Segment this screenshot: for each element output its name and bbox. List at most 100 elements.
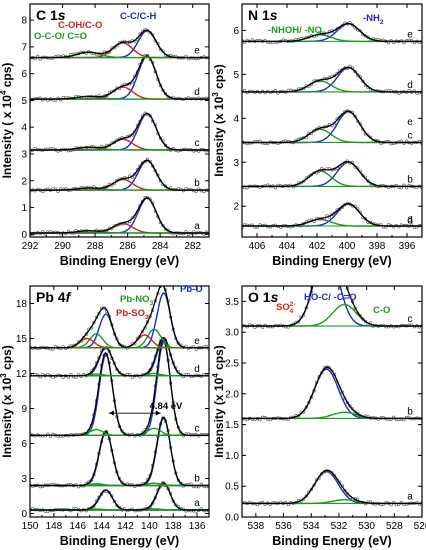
data-point: [341, 86, 344, 89]
x-tick-label: 532: [331, 521, 348, 532]
component-line-c-2: [242, 303, 422, 327]
y-tick-label: 18: [16, 299, 28, 310]
envelope-line-a: [30, 482, 209, 511]
data-point: [305, 105, 308, 108]
data-point: [246, 128, 249, 131]
y-tick-label: 3.0: [225, 328, 239, 339]
data-point: [310, 199, 313, 202]
component-line-b-1: [242, 368, 422, 420]
x-tick-label: 144: [93, 521, 110, 532]
data-point: [242, 139, 244, 143]
y-tick-label: 5: [233, 70, 239, 81]
component-line-e-2: [242, 111, 422, 129]
data-point: [309, 173, 314, 177]
data-point: [330, 471, 334, 475]
data-point: [369, 126, 372, 129]
data-point: [248, 129, 251, 132]
data-point: [340, 68, 344, 72]
envelope-line-e: [30, 286, 209, 349]
annotation-label: Pb-O: [180, 284, 203, 295]
trace-label-c: c: [408, 130, 413, 141]
data-point: [362, 123, 365, 126]
x-tick-label: 536: [275, 521, 292, 532]
raw-data-c: [242, 271, 422, 329]
data-point: [331, 165, 334, 168]
data-point: [418, 128, 421, 131]
x-tick-label: 148: [46, 521, 63, 532]
y-tick-label: 2: [21, 176, 27, 187]
y-tick-label: 0.5: [225, 482, 239, 493]
data-point: [292, 122, 295, 125]
data-point: [277, 128, 280, 131]
data-point: [318, 73, 321, 76]
plot-area: [30, 27, 209, 236]
annotation-label: Pb-SO3: [116, 308, 149, 321]
data-point: [380, 129, 383, 132]
data-point: [356, 219, 359, 222]
panel-1: a b c d e 292 290 288 286 284 282 0 1 2 3 4 5 6 7 8 Binding …: [0, 3, 210, 268]
data-point: [284, 125, 287, 128]
trace-label-a: a: [194, 221, 200, 232]
x-tick-label: 140: [141, 521, 158, 532]
x-axis-label: Binding Energy (eV): [272, 534, 391, 548]
trace-label-c: c: [408, 314, 413, 325]
component-line-c-1: [30, 113, 209, 151]
trace-label-d: d: [407, 80, 413, 91]
data-point: [356, 115, 359, 118]
envelope-line-b: [30, 416, 209, 487]
x-tick-label: 146: [69, 521, 86, 532]
data-point: [390, 129, 393, 132]
x-tick-label: 528: [386, 521, 403, 532]
x-axis-label: Binding Energy (eV): [60, 254, 179, 268]
data-point: [353, 69, 357, 74]
data-point: [251, 128, 254, 131]
data-point: [416, 126, 419, 129]
data-point: [163, 143, 168, 147]
data-point: [363, 319, 368, 323]
data-point: [354, 218, 357, 221]
data-point: [251, 227, 254, 230]
envelope-line-a: [242, 469, 422, 505]
annotation-label: -NH2: [363, 13, 384, 26]
raw-data-e: [241, 61, 424, 132]
plot-frame: [29, 285, 210, 518]
data-point: [372, 226, 375, 229]
data-point: [346, 97, 349, 100]
trace-label-a: a: [407, 214, 413, 225]
y-tick-label: 0: [21, 230, 27, 241]
raw-data-c: [30, 339, 209, 439]
data-point: [323, 62, 326, 65]
data-point: [309, 487, 314, 491]
data-point: [331, 64, 334, 67]
data-point: [341, 271, 344, 274]
envelope-line-e: [242, 22, 422, 43]
trace-label-e: e: [194, 46, 200, 57]
y-tick-label: 4: [233, 114, 239, 125]
data-point: [361, 317, 365, 321]
envelope-line-d: [30, 55, 209, 100]
data-point: [344, 198, 347, 201]
component-line-b-1: [242, 161, 422, 188]
data-point: [392, 129, 395, 132]
data-point: [346, 206, 349, 209]
data-point: [382, 128, 385, 131]
data-point: [295, 121, 298, 124]
envelope-line-b: [30, 159, 209, 191]
x-tick-label: 396: [399, 241, 416, 252]
x-tick-label: 288: [87, 241, 104, 252]
envelope-line-d: [242, 66, 422, 93]
data-point: [385, 126, 388, 129]
envelope-line-b: [242, 366, 422, 420]
data-point: [248, 227, 251, 230]
trace-label-c: c: [195, 138, 200, 149]
x-tick-label: 282: [184, 241, 201, 252]
annotation-label: C-OH/C-O: [58, 20, 102, 31]
raw-data-b: [30, 157, 209, 194]
envelope-line-c: [30, 112, 209, 151]
data-point: [243, 128, 246, 131]
x-tick-label: 402: [309, 241, 326, 252]
data-point: [112, 140, 116, 144]
y-axis-label: Intensity ( x 104 cps): [0, 63, 14, 179]
y-tick-label: 3: [21, 474, 27, 485]
plot-area: [242, 21, 422, 229]
